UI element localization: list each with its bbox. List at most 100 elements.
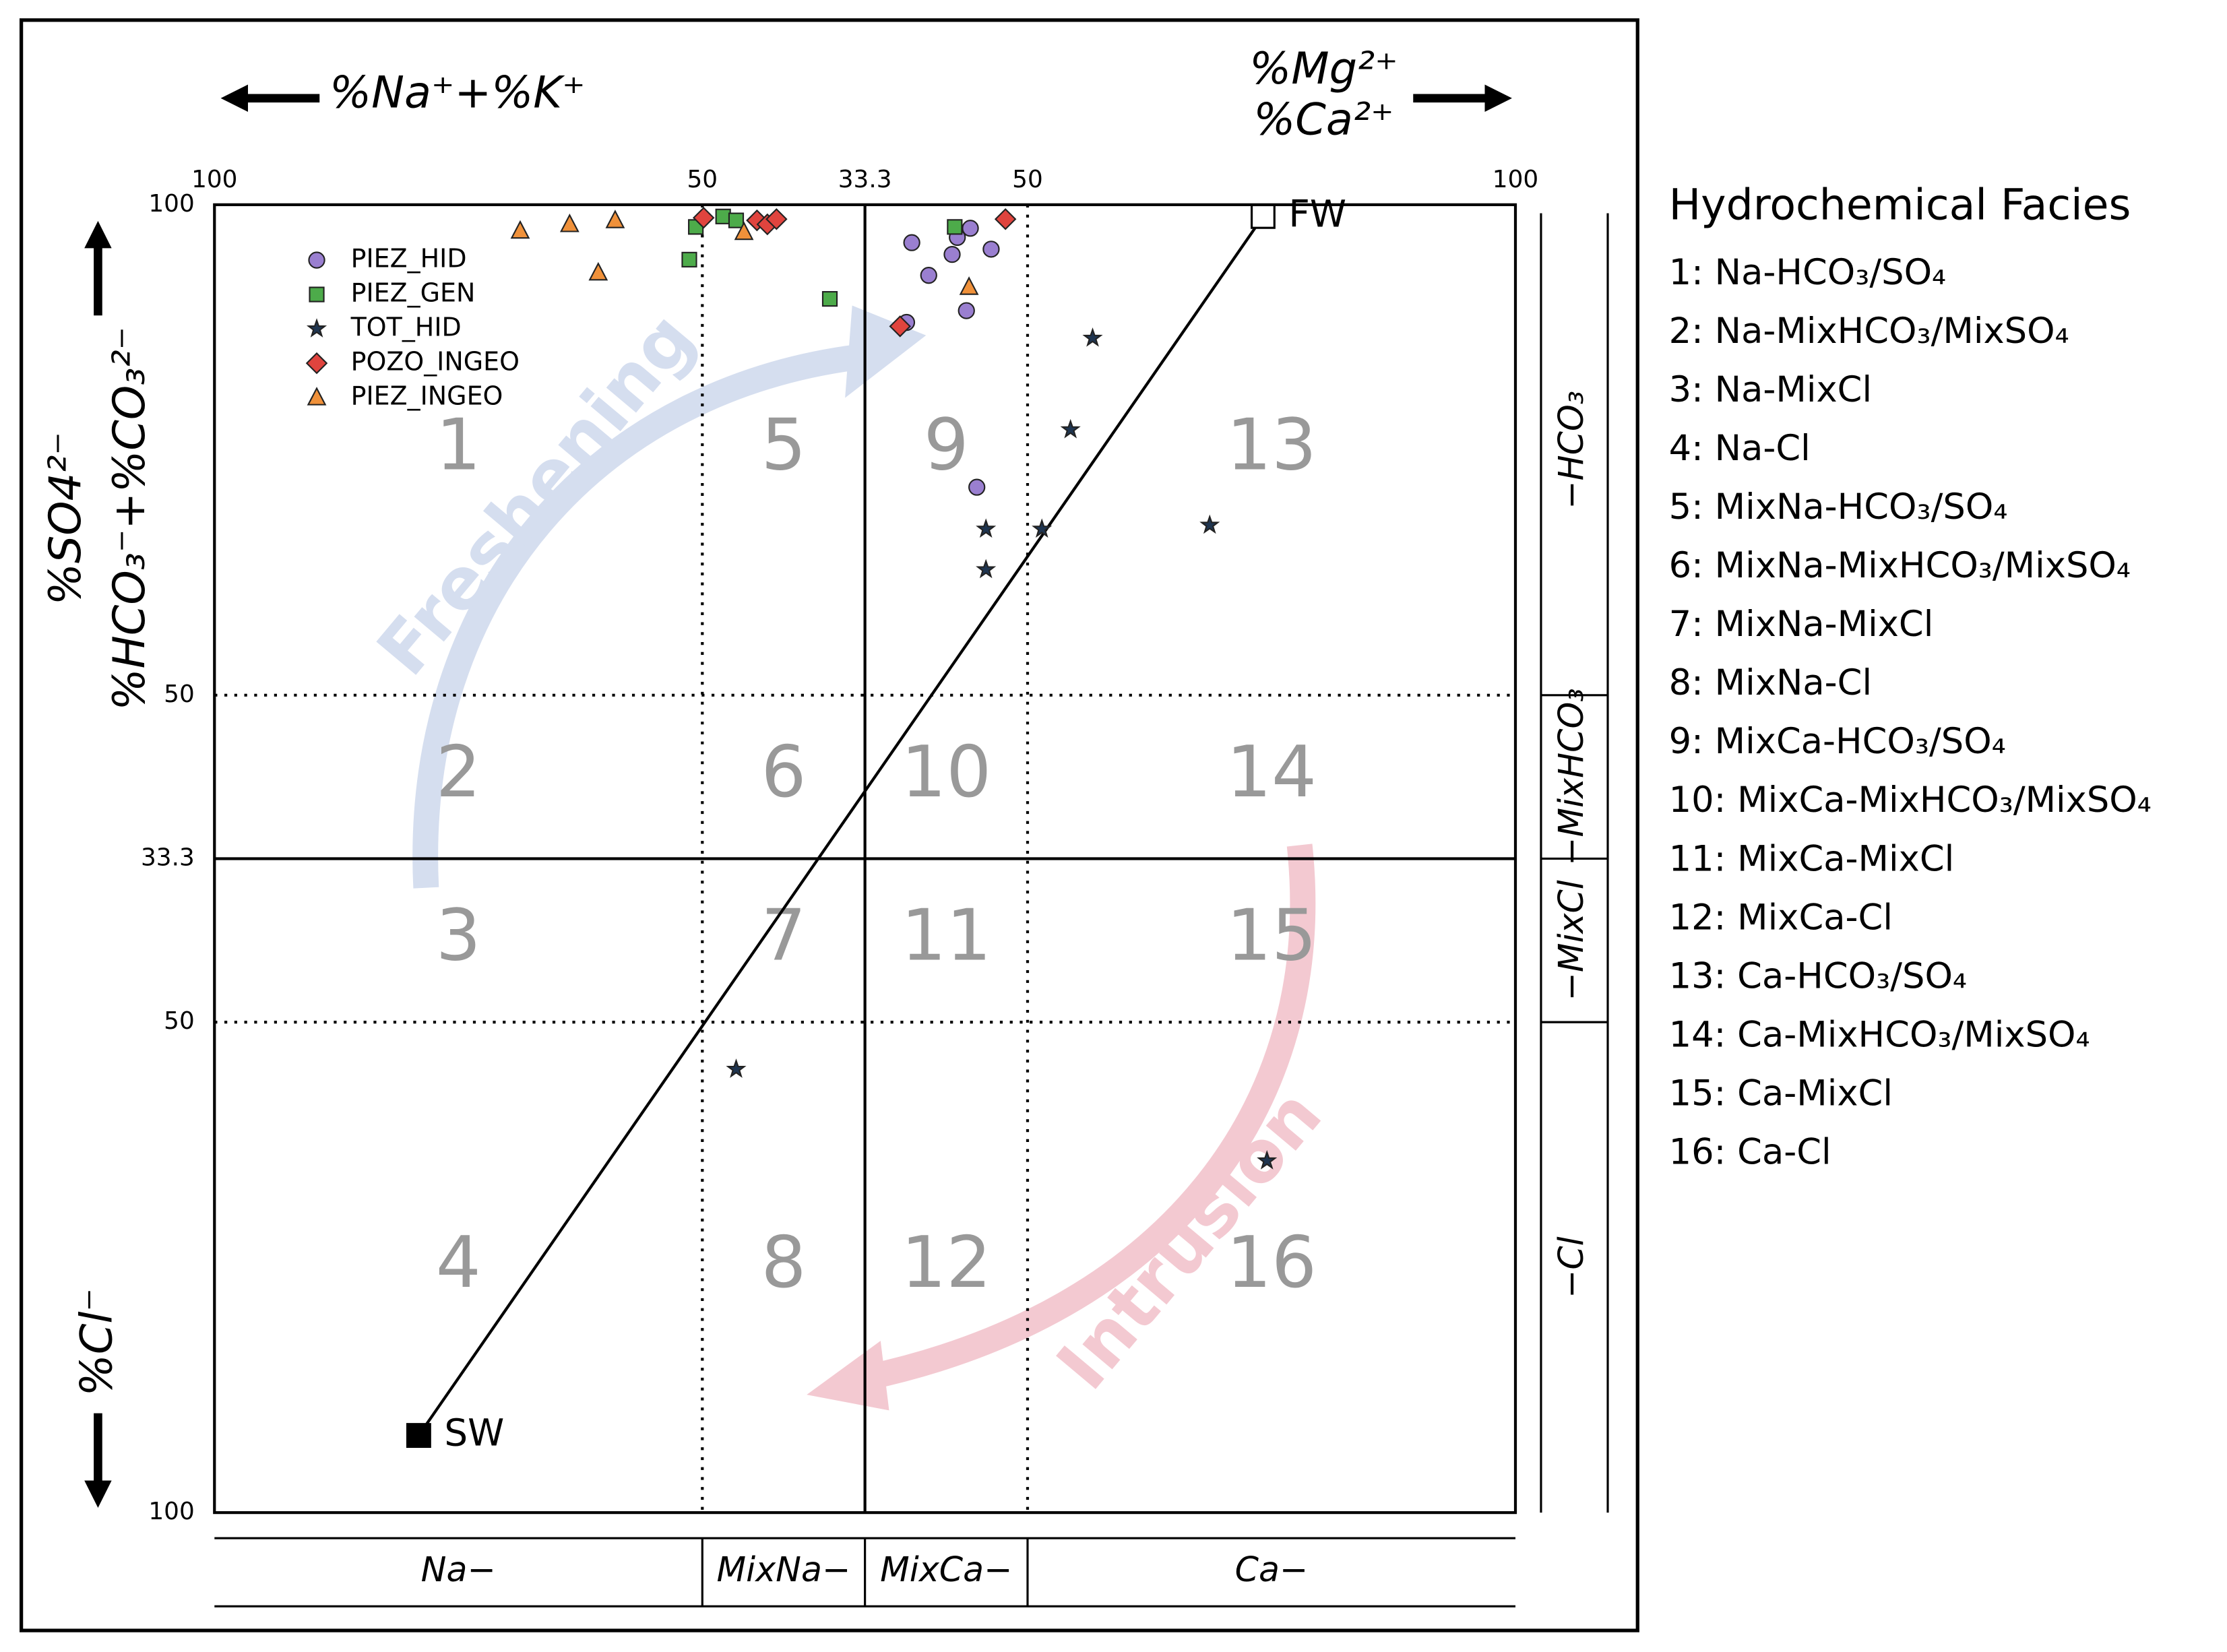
data-point bbox=[976, 518, 997, 538]
facies-number: 14 bbox=[1226, 730, 1317, 813]
data-point bbox=[588, 261, 608, 281]
data-point bbox=[947, 219, 963, 235]
facies-number: 5 bbox=[761, 404, 806, 486]
data-point bbox=[692, 207, 715, 229]
intrusion-arrow bbox=[863, 844, 1316, 1391]
y-tick-label: 100 bbox=[148, 190, 194, 218]
facies-number: 9 bbox=[924, 404, 969, 486]
x2-axis-label: %Mg²⁺ bbox=[1249, 43, 1398, 94]
facies-entry: 9: MixCa-HCO₃/SO₄ bbox=[1669, 721, 2006, 762]
x-tick-label: 50 bbox=[687, 166, 718, 193]
data-point bbox=[1199, 514, 1220, 534]
data-point bbox=[726, 1058, 747, 1078]
facies-entry: 3: Na-MixCl bbox=[1669, 369, 1872, 410]
bottom-band-label: MixCa− bbox=[880, 1550, 1012, 1589]
endmember-marker bbox=[406, 1423, 431, 1449]
data-point bbox=[559, 213, 579, 232]
legend-label: PIEZ_INGEO bbox=[351, 381, 503, 411]
x-tick-label: 100 bbox=[1493, 166, 1538, 193]
facies-entry: 11: MixCa-MixCl bbox=[1669, 838, 1955, 879]
facies-entry: 4: Na-Cl bbox=[1669, 428, 1811, 469]
data-point bbox=[734, 221, 754, 241]
freshening-arrow bbox=[412, 342, 875, 889]
facies-number: 10 bbox=[901, 730, 991, 813]
data-point bbox=[962, 220, 979, 237]
facies-number: 16 bbox=[1226, 1221, 1317, 1304]
x-tick-label: 33.3 bbox=[838, 166, 892, 193]
data-point bbox=[982, 241, 1000, 258]
y-tick-label: 100 bbox=[148, 1498, 194, 1525]
legend-marker bbox=[309, 286, 325, 303]
right-band-label: −HCO₃ bbox=[1551, 391, 1591, 509]
legend-marker bbox=[307, 387, 327, 406]
facies-entry: 10: MixCa-MixHCO₃/MixSO₄ bbox=[1669, 780, 2152, 821]
facies-title: Hydrochemical Facies bbox=[1669, 180, 2131, 230]
legend-label: POZO_INGEO bbox=[351, 347, 520, 377]
right-band-label: −Cl bbox=[1551, 1236, 1591, 1298]
intrusion-arrow-head bbox=[807, 1341, 889, 1411]
data-point bbox=[968, 478, 986, 496]
y-tick-label: 50 bbox=[164, 680, 195, 708]
x-tick-label: 50 bbox=[1012, 166, 1043, 193]
legend-label: PIEZ_HID bbox=[351, 244, 467, 274]
facies-number: 1 bbox=[436, 404, 481, 486]
facies-entry: 15: Ca-MixCl bbox=[1669, 1073, 1893, 1114]
facies-entry: 12: MixCa-Cl bbox=[1669, 897, 1893, 938]
facies-number: 11 bbox=[901, 894, 991, 977]
data-point bbox=[765, 208, 788, 230]
facies-entry: 5: MixNa-HCO₃/SO₄ bbox=[1669, 486, 2008, 528]
mixing-line bbox=[417, 216, 1265, 1436]
data-point bbox=[1257, 1150, 1278, 1170]
data-point bbox=[681, 251, 697, 267]
facies-number: 8 bbox=[761, 1221, 806, 1304]
data-point bbox=[920, 267, 937, 284]
facies-number: 15 bbox=[1226, 894, 1317, 977]
y-axis-label: %Cl⁻ bbox=[71, 1288, 123, 1396]
facies-entry: 16: Ca-Cl bbox=[1669, 1132, 1831, 1173]
facies-entry: 1: Na-HCO₃/SO₄ bbox=[1669, 252, 1947, 293]
bottom-band-label: Na− bbox=[421, 1550, 496, 1589]
facies-number: 12 bbox=[901, 1221, 991, 1304]
data-point bbox=[510, 220, 530, 239]
data-point bbox=[605, 210, 625, 228]
y-tick-label: 50 bbox=[164, 1007, 195, 1035]
data-point bbox=[889, 315, 912, 338]
x2-axis-label: %Ca²⁺ bbox=[1253, 94, 1393, 146]
data-point bbox=[994, 208, 1017, 230]
endmember-label: FW bbox=[1288, 192, 1346, 235]
right-band-label: −MixHCO₃ bbox=[1551, 688, 1591, 865]
data-point bbox=[1032, 518, 1053, 538]
data-point bbox=[728, 212, 745, 228]
data-point bbox=[958, 302, 975, 319]
y-tick-label: 33.3 bbox=[141, 844, 195, 871]
bottom-band-label: MixNa− bbox=[717, 1550, 851, 1589]
facies-entry: 6: MixNa-MixHCO₃/MixSO₄ bbox=[1669, 545, 2131, 586]
x-tick-label: 100 bbox=[191, 166, 237, 193]
facies-number: 3 bbox=[436, 894, 481, 977]
facies-number: 6 bbox=[761, 730, 806, 813]
frame bbox=[19, 18, 1639, 1632]
data-point bbox=[821, 291, 838, 307]
data-point bbox=[959, 276, 979, 295]
data-point bbox=[943, 245, 961, 263]
endmember-marker bbox=[1250, 203, 1276, 229]
x-axis-label: %Na⁺+%K⁺ bbox=[330, 67, 586, 119]
endmember-label: SW bbox=[444, 1411, 504, 1455]
facies-entry: 8: MixNa-Cl bbox=[1669, 662, 1872, 703]
bottom-band-label: Ca− bbox=[1235, 1550, 1309, 1589]
facies-entry: 7: MixNa-MixCl bbox=[1669, 604, 1934, 645]
data-point bbox=[903, 234, 920, 251]
facies-number: 4 bbox=[436, 1221, 481, 1304]
facies-number: 2 bbox=[436, 730, 481, 813]
facies-entry: 2: Na-MixHCO₃/MixSO₄ bbox=[1669, 311, 2069, 352]
facies-entry: 13: Ca-HCO₃/SO₄ bbox=[1669, 955, 1967, 996]
facies-entry: 14: Ca-MixHCO₃/MixSO₄ bbox=[1669, 1014, 2090, 1055]
data-point bbox=[1060, 418, 1081, 439]
data-point bbox=[715, 208, 731, 224]
legend-label: PIEZ_GEN bbox=[351, 278, 476, 308]
y-axis-label: %HCO₃⁻+%CO₃²⁻ bbox=[104, 327, 155, 711]
legend-label: TOT_HID bbox=[350, 313, 462, 342]
legend-marker bbox=[306, 318, 327, 338]
data-point bbox=[976, 559, 997, 579]
